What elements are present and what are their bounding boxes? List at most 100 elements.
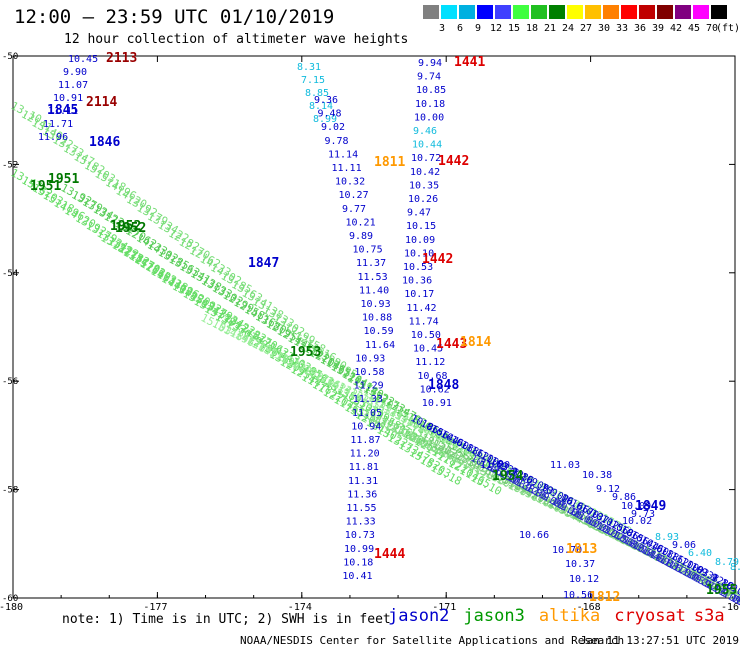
footer-credit: NOAA/NESDIS Center for Satellite Applica… xyxy=(240,634,625,647)
track-value: 10.93 xyxy=(355,353,385,364)
track-value: 11.31 xyxy=(348,476,378,487)
track-value: 10.72 xyxy=(411,153,441,164)
track-id-label: 1951 xyxy=(30,179,61,194)
track-value: 11.74 xyxy=(409,316,439,327)
track-value: 9.89 xyxy=(349,231,373,242)
track-value: 11.81 xyxy=(349,462,379,473)
note-text: note: 1) Time is in UTC; 2) SWH is in fe… xyxy=(62,612,391,627)
legend-jason3: jason3 xyxy=(463,606,525,626)
track-value: 11.03 xyxy=(550,460,580,471)
track-value: 10.32 xyxy=(335,177,365,188)
track-value: 11.05 xyxy=(352,408,382,419)
track-value: 11.33 xyxy=(353,394,383,405)
track-value: 10.45 xyxy=(68,54,98,65)
track-id-label: 1444 xyxy=(374,547,405,562)
track-id-label: 1952 xyxy=(110,219,141,234)
track-value: 7.15 xyxy=(301,75,325,86)
track-value: 9.48 xyxy=(318,109,342,120)
track-value: 10.12 xyxy=(569,574,599,585)
track-value: 10.99 xyxy=(344,544,374,555)
swath-value: 10.02 xyxy=(729,593,740,617)
colorbar-swatch xyxy=(459,5,475,19)
track-id-label: 2114 xyxy=(86,95,117,110)
colorbar-unit: (ft) xyxy=(715,23,740,34)
track-value: 10.41 xyxy=(342,571,372,582)
colorbar-label: 15 xyxy=(507,23,521,34)
track-id-label: 1814 xyxy=(460,335,491,350)
track-value: 10.59 xyxy=(364,326,394,337)
lat-tick-label: -52 xyxy=(2,160,18,170)
lat-tick-label: -54 xyxy=(2,269,18,279)
track-id-label: 1848 xyxy=(428,378,459,393)
colorbar-label: 36 xyxy=(633,23,647,34)
colorbar-swatch xyxy=(567,5,583,19)
track-value: 8.99 xyxy=(313,114,337,125)
track-value: 10.91 xyxy=(53,93,83,104)
track-value: 10.15 xyxy=(406,221,436,232)
track-value: 8.85 xyxy=(305,88,329,99)
colorbar-swatch xyxy=(423,5,439,19)
track-id-label: 1441 xyxy=(454,55,485,70)
track-id-label: 1955 xyxy=(706,583,737,598)
track-value: 9.36 xyxy=(314,95,338,106)
track-value: 10.70 xyxy=(552,545,582,556)
colorbar-label: 6 xyxy=(456,23,464,34)
legend-cryosat: cryosat xyxy=(614,606,686,626)
track-value: 11.42 xyxy=(406,303,436,314)
legend-jason2: jason2 xyxy=(388,606,450,626)
track-value: 10.88 xyxy=(362,313,392,324)
lon-tick-label: -168 xyxy=(577,602,601,613)
lon-tick-label: -171 xyxy=(432,602,456,613)
track-id-label: 1812 xyxy=(589,590,620,605)
track-value: 11.71 xyxy=(43,119,73,130)
colorbar-label: 21 xyxy=(543,23,557,34)
track-value: 10.53 xyxy=(403,262,433,273)
track-value: 8.31 xyxy=(297,62,321,73)
colorbar-swatch xyxy=(639,5,655,19)
track-value: 11.14 xyxy=(328,149,358,160)
track-value: 10.21 xyxy=(346,217,376,228)
chart-title: 12:00 – 23:59 UTC 01/10/2019 xyxy=(14,6,335,28)
track-id-label: 1442 xyxy=(438,154,469,169)
track-value: 9.47 xyxy=(407,208,431,219)
colorbar-swatch xyxy=(657,5,673,19)
colorbar-label: 70 xyxy=(705,23,719,34)
track-value: 9.86 xyxy=(612,492,636,503)
track-value: 11.33 xyxy=(346,517,376,528)
colorbar-swatch xyxy=(441,5,457,19)
track-value: 9.12 xyxy=(596,484,620,495)
track-value: 8.93 xyxy=(655,532,679,543)
track-value: 10.73 xyxy=(345,530,375,541)
track-id-label: 2113 xyxy=(106,51,137,66)
track-id-label: 1846 xyxy=(89,135,120,150)
track-value: 10.75 xyxy=(353,245,383,256)
track-value: 10.02 xyxy=(622,516,652,527)
lat-tick-label: -58 xyxy=(2,486,18,496)
colorbar-swatch xyxy=(477,5,493,19)
track-value: 10.94 xyxy=(351,421,381,432)
colorbar-swatch xyxy=(513,5,529,19)
colorbar-swatch xyxy=(693,5,709,19)
track-value: 6.40 xyxy=(688,548,712,559)
track-value: 10.85 xyxy=(416,85,446,96)
colorbar-label: 39 xyxy=(651,23,665,34)
track-value: 11.53 xyxy=(358,272,388,283)
track-value: 11.36 xyxy=(347,489,377,500)
colorbar-label: 27 xyxy=(579,23,593,34)
legend-altika: altika xyxy=(538,606,601,626)
track-value: 10.91 xyxy=(422,398,452,409)
track-value: 10.35 xyxy=(409,180,439,191)
track-value: 10.10 xyxy=(404,248,434,259)
colorbar-swatch xyxy=(531,5,547,19)
track-value: 9.77 xyxy=(342,204,366,215)
track-id-label: 1954 xyxy=(492,469,523,484)
colorbar-swatch xyxy=(585,5,601,19)
colorbar-label: 30 xyxy=(597,23,611,34)
track-value: 9.74 xyxy=(417,72,441,83)
footer-timestamp: Jan 11 13:27:51 UTC 2019 xyxy=(580,634,739,647)
track-value: 9.02 xyxy=(321,122,345,133)
track-value: 10.17 xyxy=(404,289,434,300)
track-id-label: 1443 xyxy=(436,337,467,352)
lon-tick-label: -16 xyxy=(721,602,739,613)
